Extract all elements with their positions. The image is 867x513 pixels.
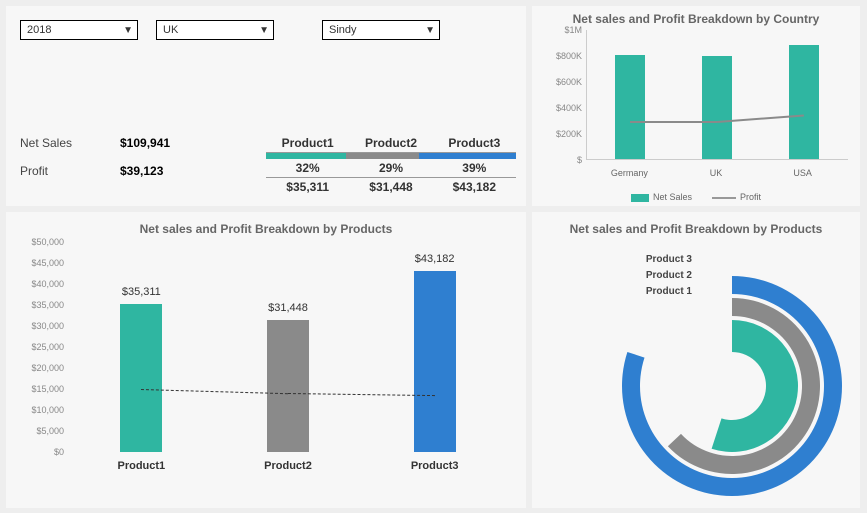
panel-product-chart: Net sales and Profit Breakdown by Produc… — [6, 212, 526, 508]
country-chart: $1M$800K$600K$400K$200K$ GermanyUKUSA — [544, 30, 848, 190]
x-label: Product1 — [101, 460, 181, 472]
y-tick: $50,000 — [31, 237, 64, 247]
year-value: 2018 — [27, 24, 51, 36]
product-breakdown-table: Product1 Product2 Product3 32% 29% 39% $… — [266, 136, 516, 196]
y-tick: $40,000 — [31, 279, 64, 289]
product-chart: $50,000$45,000$40,000$35,000$30,000$25,0… — [20, 242, 512, 472]
pct-cell: 32% — [266, 159, 349, 177]
legend-swatch-sales — [631, 194, 649, 202]
y-tick: $5,000 — [36, 426, 64, 436]
x-label: USA — [773, 168, 833, 178]
kpi-block: Net Sales $109,941 Profit $39,123 — [20, 136, 170, 192]
x-label: Product3 — [395, 460, 475, 472]
y-tick: $ — [577, 155, 582, 165]
person-dropdown[interactable]: Sindy ▼ — [322, 20, 440, 40]
donut-label: Product 3 — [646, 252, 692, 268]
product-bar — [120, 304, 162, 452]
person-value: Sindy — [329, 24, 357, 36]
pct-cell: 29% — [349, 159, 432, 177]
donut-label: Product 2 — [646, 268, 692, 284]
x-label: Germany — [599, 168, 659, 178]
y-tick: $15,000 — [31, 384, 64, 394]
net-sales-label: Net Sales — [20, 136, 120, 150]
country-bar — [789, 45, 819, 159]
bar-value-label: $35,311 — [106, 286, 176, 298]
product-chart-title: Net sales and Profit Breakdown by Produc… — [6, 212, 526, 236]
donut-chart-title: Net sales and Profit Breakdown by Produc… — [532, 212, 860, 236]
y-tick: $10,000 — [31, 405, 64, 415]
col-header: Product2 — [349, 136, 432, 152]
donut-svg — [532, 236, 860, 496]
x-label: UK — [686, 168, 746, 178]
amt-cell: $35,311 — [266, 178, 349, 196]
bar-value-label: $31,448 — [253, 302, 323, 314]
country-chart-legend: Net Sales Profit — [532, 192, 860, 202]
y-tick: $400K — [556, 103, 582, 113]
y-tick: $800K — [556, 51, 582, 61]
country-value: UK — [163, 24, 178, 36]
x-label: Product2 — [248, 460, 328, 472]
product-bar — [267, 320, 309, 452]
amt-cell: $31,448 — [349, 178, 432, 196]
chevron-down-icon: ▼ — [425, 25, 435, 36]
filter-row: 2018 ▼ UK ▼ Sindy ▼ — [6, 6, 526, 40]
donut-label: Product 1 — [646, 284, 692, 300]
y-tick: $600K — [556, 77, 582, 87]
chevron-down-icon: ▼ — [259, 25, 269, 36]
y-tick: $30,000 — [31, 321, 64, 331]
panel-filters-kpi: 2018 ▼ UK ▼ Sindy ▼ Net Sales $109,941 P… — [6, 6, 526, 206]
legend-label: Profit — [740, 192, 761, 202]
profit-dash-seg — [288, 393, 435, 396]
donut-labels: Product 3 Product 2 Product 1 — [646, 252, 692, 300]
y-tick: $0 — [54, 447, 64, 457]
panel-country-chart: Net sales and Profit Breakdown by Countr… — [532, 6, 860, 206]
y-tick: $25,000 — [31, 342, 64, 352]
y-tick: $20,000 — [31, 363, 64, 373]
profit-dash-seg — [141, 389, 288, 394]
country-chart-title: Net sales and Profit Breakdown by Countr… — [532, 6, 860, 26]
chevron-down-icon: ▼ — [123, 25, 133, 36]
legend-label: Net Sales — [653, 192, 692, 202]
net-sales-value: $109,941 — [120, 136, 170, 150]
year-dropdown[interactable]: 2018 ▼ — [20, 20, 138, 40]
country-dropdown[interactable]: UK ▼ — [156, 20, 274, 40]
y-tick: $45,000 — [31, 258, 64, 268]
panel-donut-chart: Net sales and Profit Breakdown by Produc… — [532, 212, 860, 508]
y-tick: $1M — [564, 25, 582, 35]
country-bar — [615, 55, 645, 159]
legend-swatch-profit — [712, 197, 736, 199]
profit-value: $39,123 — [120, 164, 163, 178]
bar-value-label: $43,182 — [400, 253, 470, 265]
pct-cell: 39% — [433, 159, 516, 177]
y-tick: $200K — [556, 129, 582, 139]
amt-cell: $43,182 — [433, 178, 516, 196]
col-header: Product1 — [266, 136, 349, 152]
profit-line-seg — [630, 121, 717, 123]
col-header: Product3 — [433, 136, 516, 152]
profit-label: Profit — [20, 164, 120, 178]
donut-chart: Product 3 Product 2 Product 1 — [532, 236, 860, 496]
y-tick: $35,000 — [31, 300, 64, 310]
country-bar — [702, 56, 732, 159]
product-bar — [414, 271, 456, 452]
